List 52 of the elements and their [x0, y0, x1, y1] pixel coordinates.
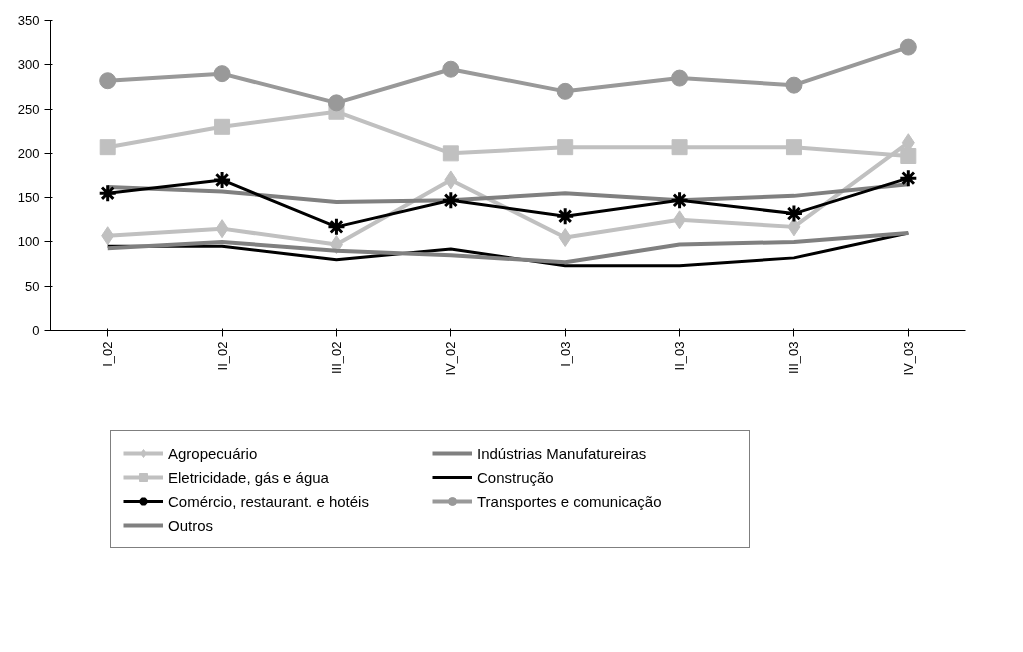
y-tick-label: 150 [17, 190, 40, 206]
point [101, 226, 115, 246]
point [670, 190, 690, 210]
point [326, 217, 346, 237]
point [442, 145, 459, 162]
legend-label: Transportes e comunicação [477, 492, 663, 510]
point [442, 60, 460, 78]
point [327, 94, 345, 112]
point [899, 38, 917, 56]
point [558, 228, 572, 247]
point [99, 139, 116, 156]
x-tick-label: I_03 [557, 341, 573, 367]
point [99, 72, 117, 90]
y-tick-label: 50 [25, 278, 40, 294]
x-tick-label: III_02 [328, 341, 344, 375]
x-tick-label: II_03 [672, 341, 688, 371]
point [555, 206, 575, 226]
y-tick-label: 0 [32, 323, 40, 338]
legend-label: Outros [168, 516, 214, 534]
legend-label: Eletricidade, gás e água [168, 468, 330, 486]
point [787, 217, 801, 237]
point [213, 65, 231, 83]
y-tick-label: 300 [17, 57, 40, 73]
point [557, 139, 574, 156]
x-tick-label: IV_03 [900, 341, 916, 376]
x-tick-label: I_02 [100, 341, 116, 367]
legend-label: Indústrias Manufatureiras [477, 444, 648, 462]
y-tick-label: 350 [17, 13, 40, 28]
point [444, 170, 458, 190]
y-tick-label: 100 [17, 234, 40, 250]
point [671, 139, 688, 156]
point [98, 183, 118, 203]
legend-label: Construção [477, 468, 555, 486]
point [212, 170, 232, 190]
x-tick-label: III_03 [786, 341, 802, 375]
point [898, 168, 918, 188]
x-tick-label: II_02 [214, 341, 230, 371]
point [214, 118, 231, 135]
point [784, 204, 804, 224]
point [671, 69, 689, 87]
legend-label: Agropecuário [168, 444, 259, 462]
point [785, 139, 802, 156]
x-tick-label: IV_02 [443, 341, 459, 376]
point [785, 76, 803, 94]
y-tick-label: 250 [17, 101, 40, 117]
point [673, 210, 687, 230]
y-tick-label: 200 [17, 145, 40, 161]
point [215, 219, 229, 239]
legend-label: Comércio, restaurant. e hotéis [168, 492, 370, 510]
point [556, 82, 574, 100]
point [900, 148, 917, 165]
point [441, 190, 461, 210]
